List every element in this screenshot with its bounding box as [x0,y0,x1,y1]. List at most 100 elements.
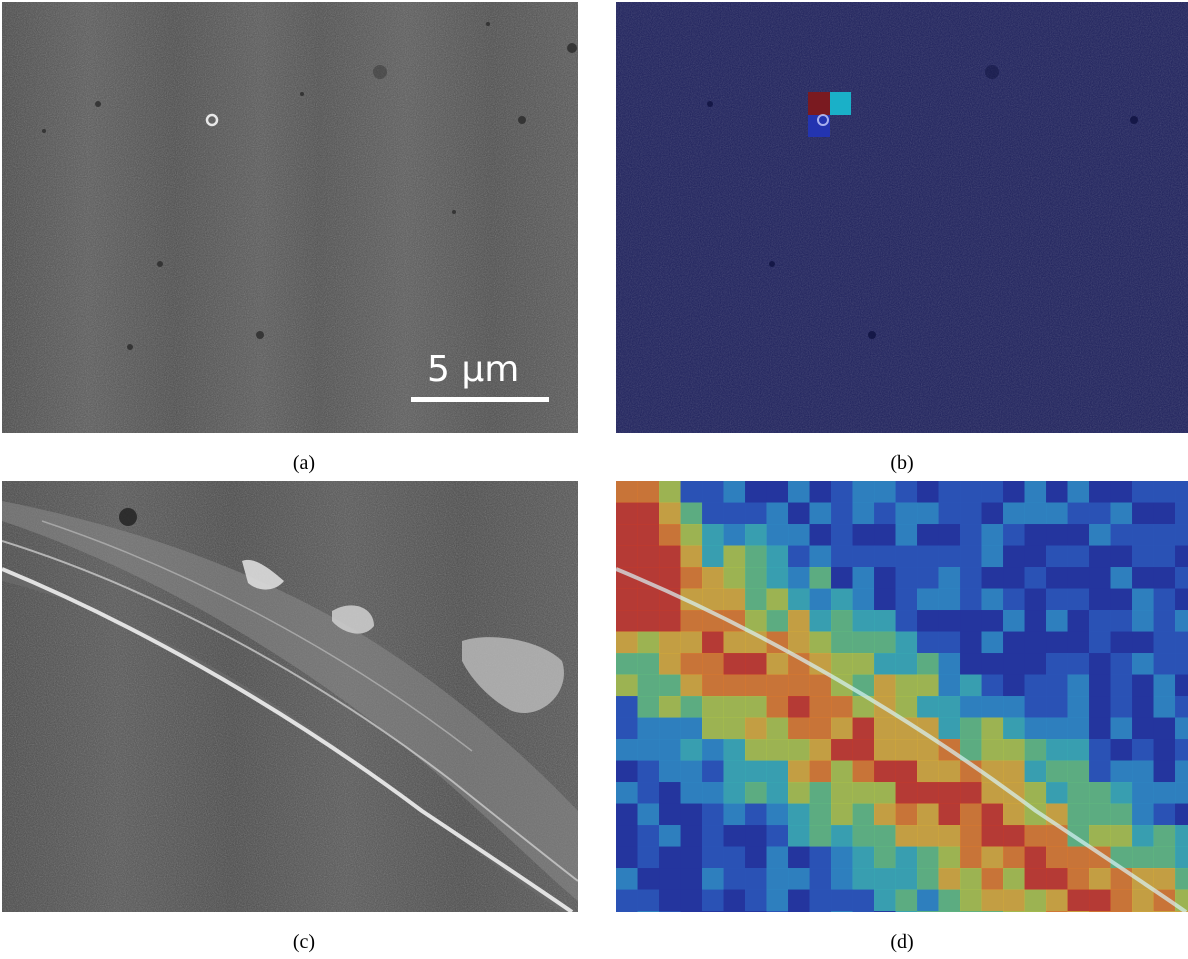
heat-cell [981,631,1004,654]
heat-cell [809,739,832,761]
heat-cell [1046,674,1068,697]
heat-cell [852,631,875,654]
heat-cell [1132,911,1154,912]
heat-cell [1132,524,1154,546]
heat-cell [831,653,853,675]
heat-cell [1046,760,1068,783]
heat-cell [981,481,1004,503]
heat-cell [831,782,853,804]
heat-cell [1003,696,1025,718]
heat-cell [637,846,660,869]
heat-cell [874,502,896,525]
heat-cell [895,889,918,912]
heat-cell [702,846,724,869]
heat-cell [960,868,982,890]
heat-cell [616,782,638,804]
heat-cell [938,803,961,826]
heat-cell [1153,782,1176,804]
heat-cell [788,545,810,568]
heat-cell [1132,653,1154,675]
heat-cell [1089,567,1111,589]
heat-cell [1003,567,1025,589]
heat-cell [1089,610,1111,632]
heat-cell [1153,803,1176,826]
heat-cell [809,717,832,740]
heat-cell [831,739,853,761]
heat-cell [702,524,724,546]
heat-cell [637,524,660,546]
heat-cell [852,696,875,718]
heat-cell [1089,760,1111,783]
heat-cell [960,846,982,869]
heat-cell [616,739,638,761]
heat-cell [809,868,832,890]
heat-cell [745,868,767,890]
heat-cell [1175,696,1188,718]
heat-cell [1024,631,1047,654]
heat-cell [960,610,982,632]
heat-cell [917,825,939,847]
heat-cell [1046,739,1068,761]
heat-cell [637,610,660,632]
heat-cell [1089,545,1111,568]
heat-cell [809,889,832,912]
heat-cell [917,868,939,890]
heat-cell [1153,760,1176,783]
heat-cell [1153,481,1176,503]
heat-cell [788,588,810,611]
heat-cell [1003,803,1025,826]
heat-cell [745,739,767,761]
heat-cell [895,674,918,697]
heat-cell [788,868,810,890]
heat-cell [788,825,810,847]
heat-cell [788,567,810,589]
heat-cell [1110,481,1133,503]
heat-cell [1003,717,1025,740]
particle-highlight [205,113,219,127]
heat-cell [1153,846,1176,869]
heat-cell [637,674,660,697]
heat-cell [659,653,681,675]
heat-cell [1132,739,1154,761]
heat-cell [680,760,703,783]
heat-cell [981,502,1004,525]
heat-cell [788,717,810,740]
heat-cell [1024,717,1047,740]
heat-cell [766,481,789,503]
heat-cell [616,631,638,654]
heat-cell [745,674,767,697]
heat-cell [766,911,789,912]
heat-cell [960,782,982,804]
heat-cell [1046,868,1068,890]
heat-cell [616,674,638,697]
heat-cell [1024,782,1047,804]
heat-cell [702,567,724,589]
heat-cell [1089,653,1111,675]
heat-cell [745,889,767,912]
heat-cell [938,588,961,611]
heat-cell [1175,631,1188,654]
heat-cell [659,481,681,503]
heat-cell [938,674,961,697]
heat-cell [874,631,896,654]
heat-cell [831,567,853,589]
heat-cell [852,717,875,740]
heat-cell [981,825,1004,847]
heat-cell [1046,653,1068,675]
panel-c-sem-image [2,481,578,912]
heat-cell [1175,674,1188,697]
heat-cell [680,803,703,826]
heat-cell [1003,911,1025,912]
heat-cell [745,760,767,783]
heat-cell [917,674,939,697]
heat-cell [1110,782,1133,804]
heat-cell [616,825,638,847]
heat-cell [702,588,724,611]
heat-cell [702,868,724,890]
heat-cell [831,631,853,654]
heat-cell [1089,696,1111,718]
heat-cell [788,911,810,912]
heat-cell [938,524,961,546]
heat-cell [1153,567,1176,589]
heat-cell [766,588,789,611]
